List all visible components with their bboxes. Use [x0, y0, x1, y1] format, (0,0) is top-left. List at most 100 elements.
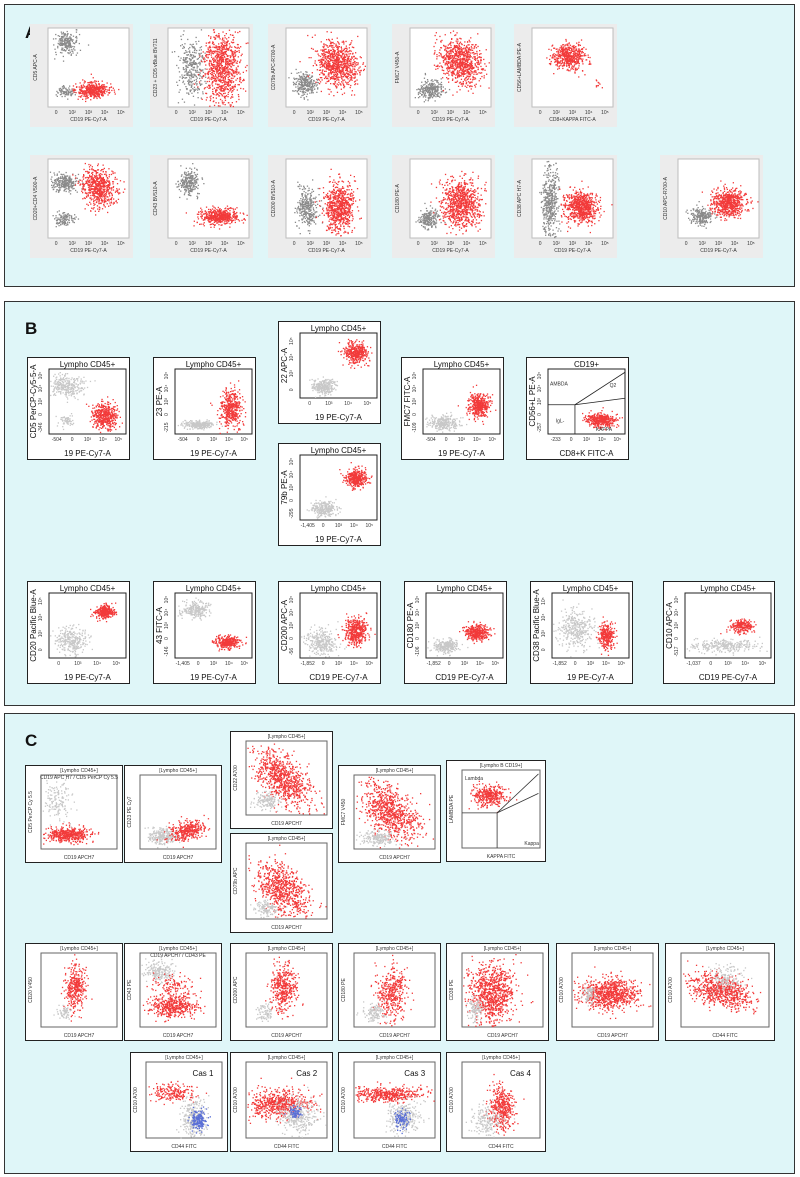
data-point — [204, 72, 206, 75]
data-point — [335, 85, 337, 88]
data-point — [459, 62, 461, 64]
data-point — [219, 67, 221, 69]
data-point — [83, 92, 85, 94]
data-point — [449, 57, 452, 60]
data-point — [67, 42, 69, 45]
data-point — [336, 77, 338, 79]
data-point — [177, 84, 179, 86]
data-point — [326, 45, 328, 47]
data-point — [101, 89, 103, 91]
data-point — [330, 69, 332, 71]
data-point — [459, 66, 461, 68]
data-point — [425, 96, 427, 98]
data-point — [561, 49, 564, 51]
data-point — [183, 101, 186, 103]
data-point — [229, 84, 231, 86]
data-point — [65, 171, 67, 174]
data-point — [223, 61, 225, 63]
data-point — [184, 52, 186, 54]
data-point — [358, 67, 360, 69]
data-point — [570, 62, 572, 64]
data-point — [448, 52, 450, 54]
data-point — [468, 56, 470, 58]
data-point — [550, 62, 552, 65]
data-point — [330, 60, 332, 62]
data-point — [443, 59, 446, 61]
data-point — [220, 64, 222, 66]
data-point — [431, 85, 433, 87]
data-point — [447, 56, 449, 58]
data-point — [334, 68, 336, 70]
data-point — [75, 92, 77, 94]
data-point — [437, 95, 439, 97]
data-point — [570, 60, 573, 62]
data-point — [211, 76, 213, 78]
data-point — [236, 77, 239, 80]
data-point — [303, 93, 306, 95]
data-point — [210, 37, 212, 40]
data-point — [456, 32, 458, 34]
data-point — [211, 74, 213, 76]
data-point — [222, 51, 225, 54]
data-point — [326, 67, 328, 69]
data-point — [354, 83, 356, 86]
data-point — [327, 75, 329, 77]
data-point — [230, 81, 232, 83]
data-point — [94, 94, 96, 96]
data-point — [210, 98, 212, 100]
data-point — [226, 54, 228, 57]
data-point — [86, 176, 88, 179]
data-point — [216, 80, 218, 82]
data-point — [182, 62, 184, 64]
data-point — [185, 77, 187, 79]
data-point — [327, 50, 330, 52]
data-point — [331, 53, 333, 55]
data-point — [225, 51, 227, 53]
data-point — [209, 84, 211, 86]
data-point — [238, 84, 240, 86]
data-point — [440, 84, 442, 86]
data-point — [230, 104, 232, 106]
data-point — [87, 88, 89, 90]
data-point — [465, 55, 467, 57]
data-point — [226, 73, 228, 75]
data-point — [468, 52, 470, 54]
x-tick-label: 0 — [417, 110, 420, 116]
data-point — [109, 184, 111, 186]
data-point — [56, 185, 58, 187]
data-point — [228, 47, 230, 50]
data-point — [212, 92, 214, 95]
data-point — [586, 59, 588, 61]
data-point — [87, 94, 89, 96]
data-point — [69, 45, 71, 47]
data-point — [466, 49, 468, 51]
data-point — [328, 93, 330, 95]
data-point — [96, 92, 98, 95]
data-point — [589, 62, 591, 64]
data-point — [421, 90, 423, 93]
data-point — [452, 60, 454, 62]
scatter-plot: 0 10² 10³ 10⁴ 10⁵ CD19 PE-Cy7-A FMC7 V450-A — [392, 24, 495, 127]
data-point — [457, 71, 459, 73]
data-point — [471, 49, 474, 51]
data-point — [221, 90, 223, 92]
data-point — [63, 86, 65, 88]
data-point — [420, 88, 422, 90]
data-point — [438, 65, 440, 68]
data-point — [205, 99, 207, 101]
data-point — [304, 83, 306, 85]
data-point — [218, 33, 220, 35]
data-point — [552, 44, 554, 46]
data-point — [335, 75, 337, 77]
data-point — [215, 61, 217, 63]
data-point — [72, 173, 74, 175]
data-point — [431, 87, 433, 89]
data-point — [325, 64, 328, 66]
data-point — [470, 61, 472, 63]
data-point — [442, 55, 444, 58]
data-point — [231, 91, 233, 93]
data-point — [332, 67, 334, 69]
data-point — [82, 91, 84, 93]
data-point — [210, 60, 212, 62]
data-point — [595, 79, 597, 81]
